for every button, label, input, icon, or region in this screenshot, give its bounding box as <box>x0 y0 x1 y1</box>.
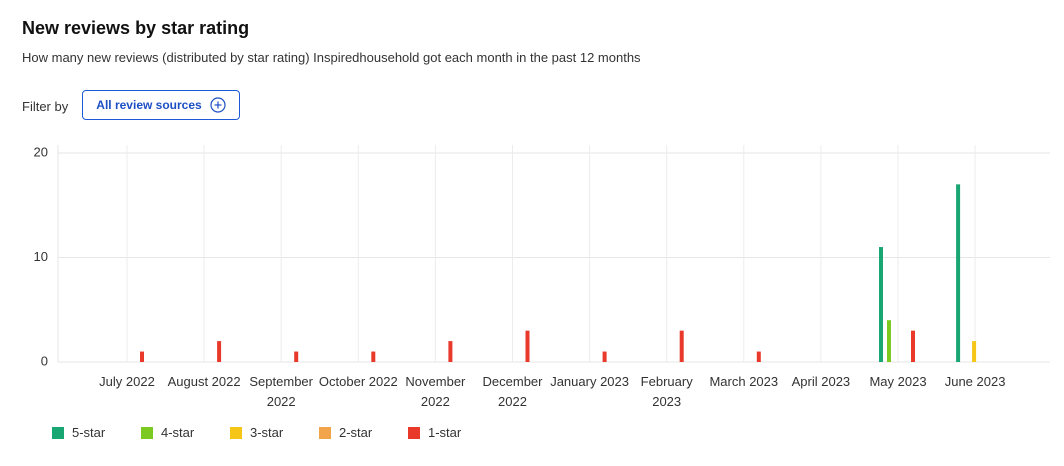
x-tick-label: August 2022 <box>167 374 241 389</box>
bar <box>525 330 530 362</box>
legend-item: 5-star <box>52 425 105 440</box>
x-tick-label: January 2023 <box>550 374 629 389</box>
legend-swatch <box>52 426 64 439</box>
bar <box>956 184 961 362</box>
bar <box>448 341 453 362</box>
bar <box>140 351 144 362</box>
x-tick-label: February 2023 <box>640 374 693 409</box>
bar <box>756 351 761 362</box>
x-tick-label: December 2022 <box>482 374 543 409</box>
legend-label: 3-star <box>250 425 284 440</box>
x-tick-label: October 2022 <box>318 374 398 389</box>
bar <box>371 351 376 362</box>
legend-label: 4-star <box>161 425 195 440</box>
bar <box>879 247 883 362</box>
x-tick-label: June 2023 <box>944 374 1006 389</box>
bar <box>679 330 684 362</box>
legend-item: 3-star <box>230 425 283 440</box>
x-tick-label: April 2023 <box>791 374 851 389</box>
filter-button-label: All review sources <box>96 98 202 112</box>
subtitle: How many new reviews (distributed by sta… <box>22 50 641 65</box>
legend-item: 1-star <box>408 425 461 440</box>
legend-swatch <box>230 426 242 439</box>
y-tick-label: 10 <box>34 249 48 264</box>
bar <box>887 320 891 362</box>
x-tick-label: May 2023 <box>869 374 927 389</box>
y-tick-label: 20 <box>34 144 48 159</box>
legend-label: 2-star <box>339 425 373 440</box>
legend-item: 4-star <box>141 425 194 440</box>
legend-label: 5-star <box>72 425 106 440</box>
bar <box>294 351 299 362</box>
legend-swatch <box>319 426 331 439</box>
filter-label: Filter by <box>22 99 69 114</box>
legend-swatch <box>141 426 153 439</box>
bar <box>972 341 977 362</box>
x-tick-label: September 2022 <box>249 374 313 409</box>
x-tick-label: November 2022 <box>405 374 466 409</box>
plus-icon <box>210 97 226 113</box>
bar <box>217 341 222 362</box>
bar <box>911 330 915 362</box>
filter-button[interactable]: All review sources <box>82 90 240 120</box>
title: New reviews by star rating <box>22 18 250 38</box>
legend-item: 2-star <box>319 425 372 440</box>
y-tick-label: 0 <box>41 353 48 368</box>
legend-label: 1-star <box>428 425 462 440</box>
bar <box>602 351 607 362</box>
x-tick-label: March 2023 <box>709 374 779 389</box>
legend-swatch <box>408 426 420 439</box>
x-tick-label: July 2022 <box>99 374 155 389</box>
